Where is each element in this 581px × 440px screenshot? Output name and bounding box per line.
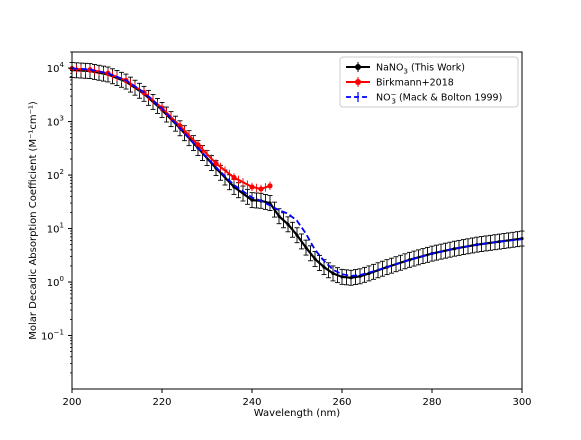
data-point bbox=[322, 265, 326, 269]
data-point bbox=[349, 276, 353, 280]
series-layer bbox=[69, 62, 525, 286]
data-point bbox=[213, 160, 219, 167]
x-tick-label: 300 bbox=[512, 397, 531, 408]
data-point bbox=[340, 275, 344, 279]
data-point bbox=[231, 174, 237, 181]
x-tick-label: 200 bbox=[62, 397, 81, 408]
legend-box bbox=[339, 56, 519, 108]
y-tick-label: 102 bbox=[47, 168, 64, 182]
legend-label: NO− 3 (Mack & Bolton 1999) bbox=[376, 91, 502, 106]
data-point bbox=[304, 246, 308, 250]
y-tick-label: 104 bbox=[47, 61, 65, 75]
x-axis-label: Wavelength (nm) bbox=[254, 408, 340, 419]
x-axis: 200 220 240 260 280 300 bbox=[62, 389, 532, 408]
y-axis-label: Molar Decadic Absorption Coefficient (M⁻… bbox=[28, 101, 39, 340]
x-tick-label: 260 bbox=[332, 397, 351, 408]
x-tick-label: 280 bbox=[422, 397, 441, 408]
series-2 bbox=[71, 67, 523, 277]
legend-item-0: NaNO3 (This Work) bbox=[346, 62, 465, 76]
legend-item-2: NO− 3 (Mack & Bolton 1999) bbox=[346, 91, 502, 106]
data-point bbox=[286, 222, 290, 226]
y-tick-label: 10−1 bbox=[41, 329, 64, 343]
legend-swatch-marker bbox=[355, 64, 361, 70]
legend-label: NaNO3 (This Work) bbox=[376, 63, 465, 76]
data-point bbox=[195, 142, 201, 148]
data-point bbox=[249, 184, 255, 190]
data-point bbox=[250, 198, 254, 202]
data-point bbox=[267, 183, 273, 189]
legend-item-1: Birkmann+2018 bbox=[346, 77, 454, 89]
plot-frame bbox=[71, 51, 523, 390]
y-axis: 10−1 100 101 102 103 104 bbox=[41, 51, 72, 374]
series-line bbox=[71, 67, 523, 277]
data-point bbox=[295, 233, 299, 237]
x-tick-label: 220 bbox=[152, 397, 171, 408]
x-tick-label: 240 bbox=[242, 397, 261, 408]
series-line bbox=[71, 67, 271, 190]
data-point bbox=[268, 201, 272, 205]
legend: NaNO3 (This Work) Birkmann+2018 NO− 3 (Mack… bbox=[339, 56, 519, 108]
data-point bbox=[331, 271, 335, 276]
y-tick-label: 100 bbox=[47, 275, 64, 289]
data-point bbox=[277, 214, 281, 218]
legend-label: Birkmann+2018 bbox=[376, 78, 454, 89]
legend-swatch-marker bbox=[355, 79, 361, 85]
y-tick-label: 101 bbox=[47, 222, 64, 236]
series-1 bbox=[69, 64, 273, 194]
data-point bbox=[313, 257, 317, 261]
y-tick-label: 103 bbox=[47, 115, 64, 129]
data-point bbox=[258, 186, 264, 192]
